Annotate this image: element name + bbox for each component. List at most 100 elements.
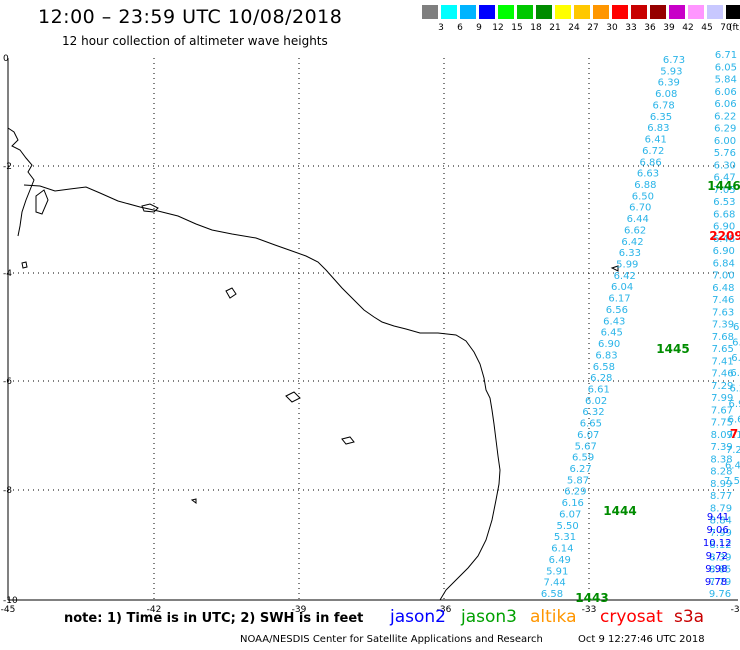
- wave-height-value: 6.84: [713, 258, 735, 269]
- color-scale-label: 70: [720, 23, 732, 33]
- wave-height-value: 6.50: [632, 191, 654, 202]
- wave-height-value: 6.07: [577, 430, 599, 441]
- coastline-path: [7, 127, 35, 237]
- wave-height-value: 6.22: [714, 111, 736, 122]
- wave-height-value: 6.5: [730, 368, 740, 379]
- wave-height-value: 7.99: [711, 393, 733, 404]
- lon-tick-label: -42: [147, 605, 162, 615]
- wave-height-value: 6.72: [642, 146, 664, 157]
- wave-height-value: 6.9: [729, 399, 740, 410]
- wave-height-value: 6.53: [713, 197, 735, 208]
- wave-height-value: 6.05: [715, 62, 737, 73]
- wave-height-value: 6.33: [619, 248, 641, 259]
- wave-height-value: 7.46: [711, 369, 733, 380]
- wave-height-value: 8.79: [710, 503, 732, 514]
- wave-height-value: 6.39: [658, 78, 680, 89]
- wave-height-value: 6.65: [580, 419, 602, 430]
- wave-height-value: 6.62: [624, 225, 646, 236]
- wave-height-value: 5.91: [546, 566, 568, 577]
- wave-height-value: 7.05: [713, 185, 735, 196]
- wave-height-value: 6.30: [714, 160, 736, 171]
- island-outline: [21, 261, 28, 269]
- wave-height-value: 6.90: [713, 246, 735, 257]
- wave-height-value: 6.06: [714, 99, 736, 110]
- satellite-legend-altika: altika: [530, 607, 577, 627]
- wave-height-value: 10.12: [703, 538, 732, 549]
- island-outline: [190, 498, 197, 504]
- lat-tick-label: -6: [3, 377, 12, 387]
- wave-height-value: 7.1: [727, 430, 740, 441]
- wave-height-value: 6.28: [590, 373, 612, 384]
- lon-tick-label: -39: [292, 605, 307, 615]
- wave-height-value: 6.3: [733, 322, 740, 333]
- wave-height-value: 5.84: [715, 75, 737, 86]
- color-scale-label: 21: [549, 23, 561, 33]
- lat-tick-label: -4: [3, 269, 12, 279]
- wave-height-value: 8.85: [709, 565, 731, 576]
- satellite-legend-jason2: jason2: [390, 607, 446, 627]
- wave-height-value: 9.78: [705, 577, 727, 588]
- island-outline: [35, 189, 49, 215]
- pass-number-label: 2209: [709, 229, 740, 243]
- wave-height-value: 6.45: [601, 328, 623, 339]
- wave-height-value: 6.49: [549, 555, 571, 566]
- color-swatch: [726, 5, 740, 19]
- footer-note: note: 1) Time is in UTC; 2) SWH is in fe…: [64, 611, 364, 626]
- wave-height-value: 6.08: [655, 89, 677, 100]
- wave-height-value: 6.59: [572, 453, 594, 464]
- island-outline: [610, 265, 619, 272]
- wave-height-value: 6.2: [731, 353, 740, 364]
- lat-tick-label: -8: [3, 486, 12, 496]
- wave-height-value: 6.83: [647, 123, 669, 134]
- island-outline: [285, 391, 301, 403]
- color-swatch: [441, 5, 457, 19]
- wave-height-value: 6.42: [614, 271, 636, 282]
- wave-height-value: 9.76: [709, 589, 731, 600]
- wave-height-value: 6.4: [725, 461, 740, 472]
- wave-height-value: 6.70: [629, 203, 651, 214]
- wave-height-value: 8.99: [710, 479, 732, 490]
- pass-number-label: 1446: [707, 179, 740, 193]
- wave-height-value: 6.86: [639, 157, 661, 168]
- wave-height-value: 7.44: [543, 578, 565, 589]
- wave-height-value: 6.14: [551, 544, 573, 555]
- color-scale-label: 33: [625, 23, 637, 33]
- satellite-legend-jason3: jason3: [461, 607, 517, 627]
- wave-height-value: 8.39: [709, 552, 731, 563]
- wave-height-value: 7.68: [712, 332, 734, 343]
- color-scale-label: 39: [663, 23, 675, 33]
- wave-height-value: 6.6: [728, 414, 740, 425]
- wave-height-value: 8.12: [709, 540, 731, 551]
- wave-height-value: 6.61: [588, 385, 610, 396]
- wave-height-value: 9.72: [706, 551, 728, 562]
- color-scale-label: 9: [476, 23, 482, 33]
- pass-number-label: 1445: [656, 342, 689, 356]
- wave-height-value: 6.71: [715, 50, 737, 61]
- wave-height-value: 6.43: [603, 316, 625, 327]
- wave-height-value: 6.29: [714, 124, 736, 135]
- wave-height-value: 6.83: [595, 350, 617, 361]
- color-swatch: [612, 5, 628, 19]
- wave-height-value: 8.38: [710, 454, 732, 465]
- wave-height-value: 6.06: [714, 87, 736, 98]
- color-swatch: [650, 5, 666, 19]
- wave-height-value: 6.78: [652, 100, 674, 111]
- wave-height-value: 6.02: [585, 396, 607, 407]
- color-swatch: [688, 5, 704, 19]
- color-swatch: [574, 5, 590, 19]
- wave-height-value: 6.90: [598, 339, 620, 350]
- satellite-legend-s3a: s3a: [674, 607, 705, 627]
- wave-height-value: 8.28: [710, 467, 732, 478]
- wave-height-value: 9.98: [705, 564, 727, 575]
- wave-height-value: 9.41: [707, 512, 729, 523]
- lat-tick-label: -10: [3, 596, 18, 606]
- color-scale-label: 36: [644, 23, 656, 33]
- chart-subtitle: 12 hour collection of altimeter wave hei…: [62, 34, 328, 48]
- wave-height-value: 6.48: [713, 234, 735, 245]
- wave-height-value: 5.76: [714, 148, 736, 159]
- wave-height-value: 6.07: [559, 510, 581, 521]
- satellite-legend-cryosat: cryosat: [600, 607, 663, 627]
- wave-height-value: 6.29: [564, 487, 586, 498]
- wave-height-value: 6.35: [650, 112, 672, 123]
